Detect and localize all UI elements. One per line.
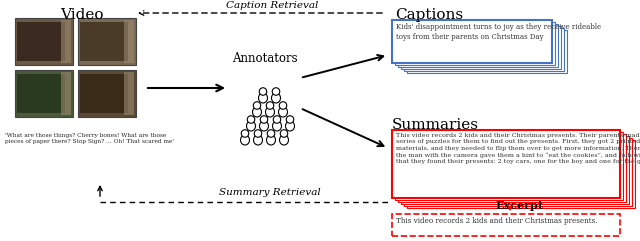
- Bar: [401, 26, 561, 69]
- Bar: [124, 72, 134, 115]
- Circle shape: [266, 102, 274, 109]
- Ellipse shape: [273, 121, 282, 131]
- Circle shape: [273, 116, 281, 123]
- Text: Captions: Captions: [395, 8, 463, 22]
- Circle shape: [259, 88, 267, 95]
- Text: Kids' disappointment turns to joy as they receive rideable
toys from their paren: Kids' disappointment turns to joy as the…: [396, 23, 601, 41]
- Bar: [398, 134, 626, 202]
- Bar: [404, 28, 564, 71]
- Circle shape: [253, 102, 260, 109]
- Bar: [395, 132, 623, 200]
- Text: Annotators: Annotators: [232, 52, 298, 65]
- Bar: [392, 214, 620, 236]
- Bar: [17, 22, 65, 61]
- Ellipse shape: [271, 93, 280, 103]
- Bar: [124, 20, 134, 63]
- Text: This video records 2 kids and their Christmas presents.: This video records 2 kids and their Chri…: [396, 217, 598, 225]
- Ellipse shape: [241, 135, 250, 145]
- Text: Summary Retrieval: Summary Retrieval: [219, 188, 321, 197]
- Circle shape: [272, 88, 280, 95]
- Ellipse shape: [278, 107, 287, 117]
- Bar: [401, 136, 629, 204]
- Bar: [17, 74, 65, 113]
- Bar: [398, 24, 558, 67]
- Bar: [78, 70, 136, 117]
- Circle shape: [280, 130, 288, 137]
- Ellipse shape: [246, 121, 255, 131]
- Bar: [392, 20, 552, 63]
- Ellipse shape: [266, 135, 275, 145]
- Bar: [407, 30, 567, 73]
- Text: Caption Retrieval: Caption Retrieval: [226, 1, 318, 10]
- Bar: [80, 74, 128, 113]
- Ellipse shape: [285, 121, 294, 131]
- Text: 'What are those things? Cherry bones! What are those
pieces of paper there? Stop: 'What are those things? Cherry bones! Wh…: [5, 133, 174, 144]
- Bar: [15, 70, 73, 117]
- Ellipse shape: [266, 107, 275, 117]
- Text: Excerpt: Excerpt: [496, 200, 544, 211]
- Bar: [78, 18, 136, 65]
- Text: Summaries: Summaries: [392, 118, 479, 132]
- Ellipse shape: [259, 121, 269, 131]
- Bar: [61, 20, 71, 63]
- Circle shape: [241, 130, 249, 137]
- Circle shape: [247, 116, 255, 123]
- Circle shape: [268, 130, 275, 137]
- Circle shape: [260, 116, 268, 123]
- Bar: [80, 22, 128, 61]
- Bar: [61, 72, 71, 115]
- Ellipse shape: [259, 93, 268, 103]
- Bar: [392, 130, 620, 198]
- Ellipse shape: [280, 135, 289, 145]
- Bar: [395, 22, 555, 65]
- Text: This video records 2 kids and their Christmas presents. Their parents made a
ser: This video records 2 kids and their Chri…: [396, 133, 640, 164]
- Bar: [407, 140, 635, 208]
- Circle shape: [279, 102, 287, 109]
- Bar: [404, 138, 632, 206]
- Bar: [15, 18, 73, 65]
- Circle shape: [254, 130, 262, 137]
- Circle shape: [286, 116, 294, 123]
- Ellipse shape: [253, 135, 262, 145]
- Ellipse shape: [253, 107, 262, 117]
- Text: Video: Video: [60, 8, 104, 22]
